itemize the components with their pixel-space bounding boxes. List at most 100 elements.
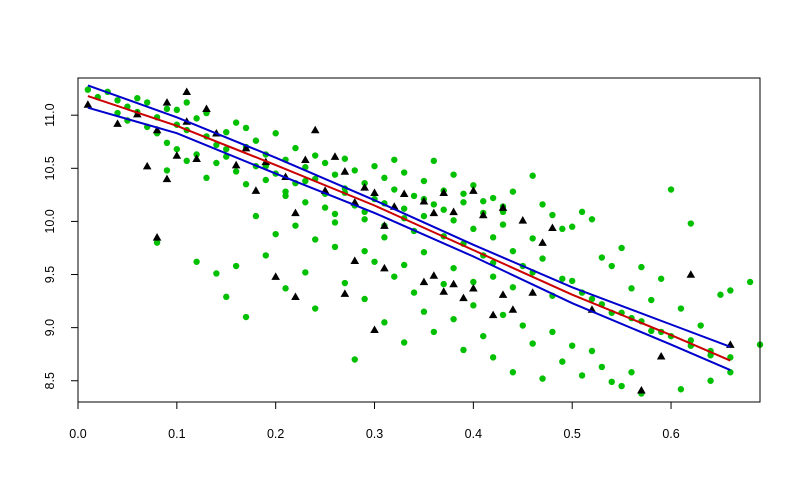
green-point (391, 156, 398, 163)
green-point (163, 167, 171, 174)
green-point (331, 171, 339, 178)
green-point (569, 277, 576, 285)
green-point (410, 192, 418, 200)
green-point (420, 308, 428, 315)
green-point (618, 382, 625, 390)
green-point (539, 201, 546, 208)
black-triangle-point (162, 98, 172, 106)
green-point (292, 144, 299, 152)
green-point (173, 145, 181, 153)
green-point (598, 254, 606, 261)
green-point (588, 295, 596, 303)
green-point (361, 247, 368, 255)
black-triangle-point (419, 196, 429, 205)
green-point (242, 181, 250, 188)
green-point (489, 273, 497, 280)
green-point (114, 109, 121, 117)
black-triangle-point (202, 104, 211, 113)
green-point (559, 358, 566, 365)
green-point (578, 208, 586, 216)
black-triangle-point (439, 188, 449, 196)
green-point (134, 94, 141, 102)
black-triangle-point (518, 216, 528, 224)
black-triangle-point (231, 160, 241, 169)
black-triangle-point (271, 272, 280, 280)
black-triangle-point (528, 288, 537, 296)
green-point (598, 363, 606, 371)
green-point (727, 287, 734, 294)
green-point (480, 198, 487, 205)
green-point (628, 285, 635, 292)
green-point (509, 369, 517, 376)
green-point (193, 258, 200, 265)
green-point (746, 278, 754, 286)
black-triangle-point (498, 290, 508, 298)
green-point (391, 186, 398, 193)
y-tick-label: 8.5 (43, 372, 57, 389)
green-point (163, 105, 171, 113)
green-point (460, 346, 467, 354)
green-point (302, 199, 309, 206)
green-point (400, 169, 408, 176)
green-point (331, 219, 339, 226)
green-point (302, 177, 309, 185)
green-point (529, 235, 536, 242)
green-point (252, 137, 260, 144)
x-tick-label: 0.6 (662, 427, 679, 441)
green-point (470, 225, 477, 233)
green-point (321, 204, 329, 211)
green-point (460, 199, 467, 206)
green-point (341, 279, 349, 287)
black-triangle-point (291, 208, 300, 217)
black-triangle-point (291, 292, 300, 301)
green-point (84, 86, 92, 93)
green-point (193, 115, 200, 122)
black-triangle-point (83, 100, 93, 108)
green-point (183, 99, 190, 106)
green-point (302, 269, 309, 276)
black-triangle-point (449, 279, 458, 288)
black-triangle-point (469, 284, 478, 292)
red-fit-line (87, 95, 731, 362)
green-point (618, 244, 625, 252)
blue-band-line (87, 84, 731, 348)
black-triangle-point (340, 167, 350, 175)
black-triangle-point (301, 155, 310, 164)
green-point (213, 270, 220, 277)
green-point (341, 155, 349, 162)
black-triangle-point (439, 287, 449, 295)
green-point (499, 311, 507, 319)
green-point (400, 205, 408, 212)
green-point (430, 328, 438, 336)
black-triangle-point (370, 188, 379, 196)
green-point (727, 369, 734, 376)
green-point (381, 319, 388, 326)
green-point (321, 159, 329, 167)
green-point (420, 177, 428, 185)
green-point (608, 378, 615, 386)
green-point (114, 97, 121, 104)
black-triangle-point (142, 161, 152, 170)
black-triangle-point (380, 263, 389, 272)
green-point (648, 327, 655, 335)
green-point (450, 264, 457, 272)
green-point (232, 262, 240, 270)
y-tick-label: 9.5 (43, 266, 57, 283)
green-point (549, 211, 556, 219)
green-point (272, 230, 279, 238)
green-point (223, 293, 230, 301)
green-point (381, 234, 388, 241)
green-point (697, 322, 704, 329)
x-tick-label: 0.0 (69, 427, 86, 441)
green-point (391, 273, 398, 280)
green-point (400, 261, 408, 269)
green-point (213, 159, 220, 167)
green-point (272, 130, 279, 137)
green-point (588, 347, 596, 355)
black-triangle-point (360, 183, 369, 191)
blue-band-line (87, 106, 731, 372)
green-point (687, 220, 695, 227)
green-point (163, 139, 171, 146)
green-point (450, 315, 457, 323)
lines-layer (87, 84, 731, 372)
